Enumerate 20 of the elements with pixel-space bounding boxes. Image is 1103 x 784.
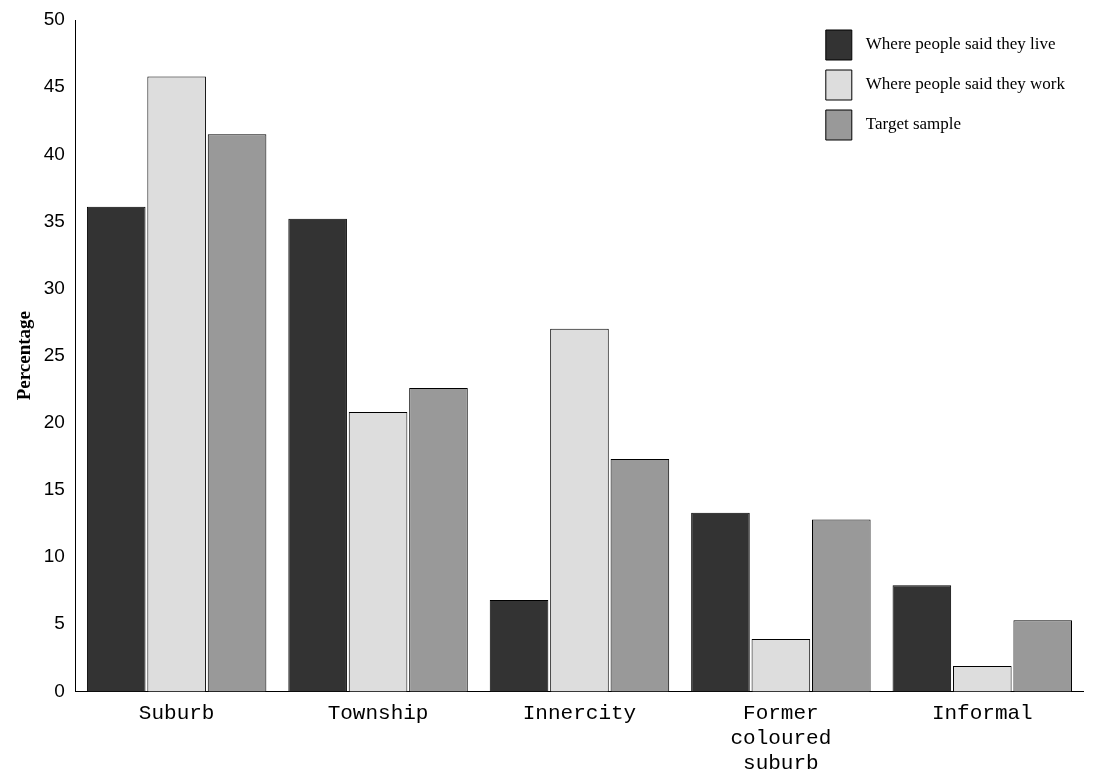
y-tick-label: 40 <box>43 142 65 164</box>
y-tick-label: 25 <box>43 343 65 365</box>
x-tick-label: Informal <box>931 701 1033 725</box>
legend-label: Target sample <box>865 114 962 134</box>
y-tick-label: 0 <box>54 679 65 701</box>
x-tick-label: Suburb <box>138 701 215 725</box>
y-tick-label: 20 <box>43 411 65 433</box>
y-tick-label: 45 <box>43 75 65 97</box>
y-tick-label: 5 <box>54 612 65 634</box>
x-tick-label: Innercity <box>522 701 637 725</box>
y-tick-label: 15 <box>43 478 65 500</box>
legend-label: Where people said they live <box>865 34 1056 54</box>
y-axis-title: Percentage <box>13 311 35 401</box>
x-tick-label: Former coloured suburb <box>730 701 832 775</box>
y-tick-label: 35 <box>43 209 65 231</box>
y-tick-label: 10 <box>43 545 65 567</box>
legend-label: Where people said they work <box>865 74 1066 94</box>
y-tick-label: 50 <box>43 8 65 30</box>
x-tick-label: Township <box>327 701 429 725</box>
y-tick-label: 30 <box>43 276 65 298</box>
